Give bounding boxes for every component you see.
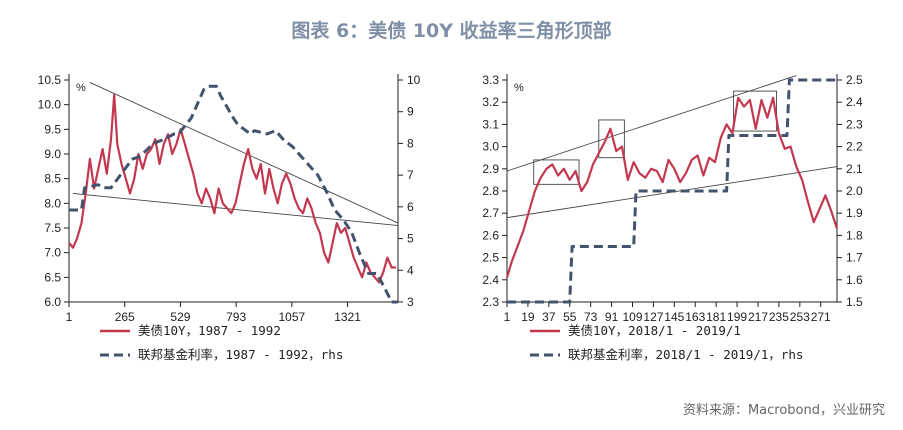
legend-label: 联邦基金利率，1987 - 1992，rhs [138, 347, 343, 362]
series-line-fed-funds [69, 84, 398, 304]
y-left-tick-label: 2.4 [482, 273, 499, 287]
series-line-us10y [68, 93, 396, 284]
y-left-tick-label: 3.1 [482, 117, 499, 131]
y-left-tick-label: 3.2 [482, 95, 499, 109]
x-tick-label: 235 [769, 310, 789, 324]
x-tick-label: 265 [115, 310, 135, 324]
x-tick-label: 1321 [334, 310, 361, 324]
y-right-tick-label: 2.5 [846, 73, 863, 87]
unit-label: % [514, 82, 524, 94]
y-right-tick-label: 3 [407, 295, 414, 309]
y-right-tick-label: 8 [407, 136, 414, 150]
y-left-tick-label: 2.9 [482, 162, 499, 176]
y-left-tick-label: 9.5 [44, 122, 61, 136]
y-left-tick-label: 2.5 [482, 251, 499, 265]
y-right-tick-label: 2.0 [846, 184, 863, 198]
series-line-fed-funds [507, 78, 837, 304]
trend-line [89, 82, 399, 224]
x-tick-label: 37 [542, 310, 556, 324]
chart-right: % 3.3 3.2 3.1 3.0 2.9 2.8 2.7 2.6 2.5 2.4 2.3 2.5 2.4… [482, 73, 863, 362]
y-right-tick-label: 7 [407, 168, 414, 182]
x-tick-label: 1 [66, 310, 73, 324]
legend-label: 美债10Y，2018/1 - 2019/1 [568, 323, 741, 338]
y-right-tick-label: 1.6 [846, 273, 863, 287]
x-tick-label: 145 [664, 310, 684, 324]
y-left-tick-label: 6.5 [44, 270, 61, 284]
x-tick-label: 55 [563, 310, 577, 324]
legend-label: 美债10Y，1987 - 1992 [138, 323, 281, 338]
y-right-tick-label: 2.4 [846, 95, 863, 109]
y-right-tick-label: 2.1 [846, 162, 863, 176]
y-left-tick-label: 8.5 [44, 172, 61, 186]
x-tick-label: 793 [226, 310, 246, 324]
y-left-tick-label: 7.5 [44, 221, 61, 235]
y-right-tick-label: 4 [407, 263, 414, 277]
y-right-tick-label: 1.5 [846, 295, 863, 309]
chart-left: % 10.5 10.0 9.5 9.0 8.5 8.0 7.5 7.0 6.5 6.0 10 9 8 7 6 5… [38, 73, 421, 362]
series-line-us10y [505, 96, 839, 278]
trend-line [506, 75, 797, 172]
y-left-tick-label: 2.7 [482, 206, 499, 220]
y-left-tick-label: 2.6 [482, 228, 499, 242]
x-tick-label: 1 [504, 310, 511, 324]
legend-label: 联邦基金利率，2018/1 - 2019/1，rhs [568, 347, 803, 362]
x-tick-label: 1057 [278, 310, 305, 324]
figure-title: 图表 6：美债 10Y 收益率三角形顶部 [291, 20, 612, 42]
y-left-tick-label: 2.3 [482, 295, 499, 309]
y-right-tick-label: 10 [407, 73, 421, 87]
y-left-tick-label: 10.0 [38, 98, 62, 112]
x-tick-label: 181 [706, 310, 726, 324]
y-left-tick-label: 7.0 [44, 246, 61, 260]
unit-label: % [76, 82, 86, 94]
x-tick-label: 73 [584, 310, 598, 324]
y-right-tick-label: 1.7 [846, 251, 863, 265]
highlight-box [598, 119, 625, 159]
y-right-tick-label: 5 [407, 232, 414, 246]
x-tick-label: 19 [521, 310, 535, 324]
highlight-box [533, 159, 580, 185]
x-tick-label: 253 [790, 310, 810, 324]
y-left-tick-label: 3.3 [482, 73, 499, 87]
y-right-tick-label: 1.8 [846, 228, 863, 242]
highlight-box [733, 90, 778, 132]
x-tick-label: 91 [605, 310, 619, 324]
y-left-tick-label: 8.0 [44, 196, 61, 210]
y-right-tick-label: 2.3 [846, 117, 863, 131]
x-tick-label: 109 [622, 310, 642, 324]
x-tick-label: 529 [170, 310, 190, 324]
x-tick-label: 163 [685, 310, 705, 324]
y-left-tick-label: 10.5 [38, 73, 62, 87]
trend-line [72, 193, 399, 226]
y-left-tick-label: 6.0 [44, 295, 61, 309]
source-note: 资料来源：Macrobond，兴业研究 [682, 403, 885, 418]
x-tick-label: 199 [727, 310, 747, 324]
x-tick-label: 127 [643, 310, 663, 324]
y-left-tick-label: 9.0 [44, 147, 61, 161]
y-right-tick-label: 1.9 [846, 206, 863, 220]
y-right-tick-label: 6 [407, 200, 414, 214]
x-tick-label: 271 [811, 310, 831, 324]
y-left-tick-label: 3.0 [482, 140, 499, 154]
x-tick-label: 217 [748, 310, 768, 324]
y-right-tick-label: 9 [407, 105, 414, 119]
y-right-tick-label: 2.2 [846, 140, 863, 154]
y-left-tick-label: 2.8 [482, 184, 499, 198]
